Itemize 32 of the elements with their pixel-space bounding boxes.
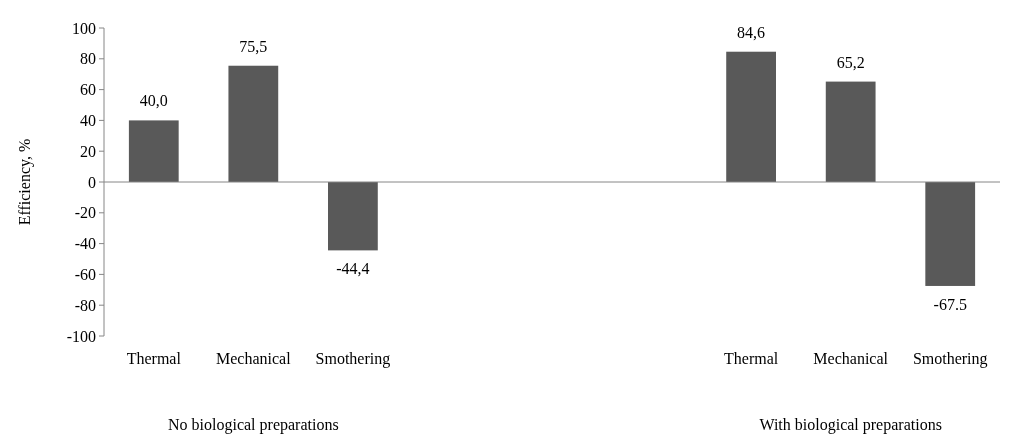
- text: No biological preparations: [168, 416, 339, 434]
- bar: [228, 65, 279, 182]
- y-tick-label: 40: [80, 112, 96, 129]
- y-tick-label: 60: [80, 81, 96, 99]
- x-tick-label: Mechanical: [216, 350, 292, 367]
- data-label: 75,5: [239, 37, 268, 55]
- data-label: 84,6: [737, 23, 766, 41]
- y-tick-label: -60: [74, 266, 96, 283]
- x-tick-label: Mechanical: [813, 350, 889, 367]
- y-tick-label: -100: [66, 327, 96, 345]
- y-tick-label: -20: [74, 204, 96, 222]
- bar: [925, 182, 976, 286]
- data-label: -67.5: [933, 295, 967, 313]
- y-tick-label: 20: [80, 142, 96, 160]
- y-tick-label: -80: [74, 296, 96, 314]
- y-tick-label: 0: [88, 173, 96, 191]
- bar: [825, 81, 876, 182]
- y-tick-label: -40: [74, 235, 96, 253]
- y-axis-title: Efficiency, %: [16, 138, 34, 226]
- x-tick-label: Thermal: [126, 350, 182, 367]
- data-label: -44,4: [336, 260, 370, 278]
- bar: [328, 182, 378, 251]
- y-tick-label: 80: [80, 50, 96, 68]
- text: With biological preparations: [759, 416, 942, 434]
- bar: [726, 51, 776, 182]
- data-label: 65,2: [836, 53, 865, 71]
- x-tick-label: Smothering: [315, 350, 391, 368]
- bar: [128, 120, 179, 182]
- x-tick-label: Thermal: [724, 350, 779, 367]
- y-tick-label: 100: [72, 19, 96, 37]
- data-label: 40,0: [139, 92, 168, 110]
- x-tick-label: Smothering: [912, 350, 988, 368]
